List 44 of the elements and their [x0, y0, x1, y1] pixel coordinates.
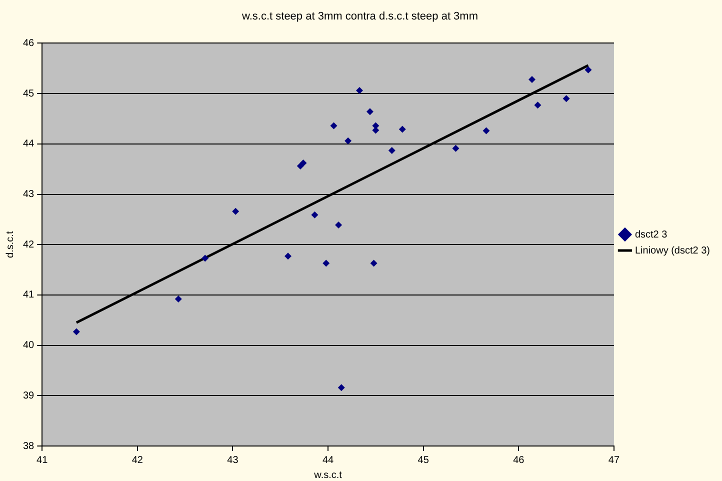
point	[322, 260, 330, 267]
point	[174, 295, 182, 302]
point	[356, 87, 363, 94]
y-tick-label: 39	[23, 390, 35, 402]
point	[300, 160, 307, 167]
point	[398, 126, 406, 133]
point	[330, 122, 338, 130]
point	[534, 102, 542, 109]
y-tick-label: 43	[23, 189, 35, 200]
point	[452, 144, 460, 152]
point	[202, 254, 209, 262]
chart-title: w.s.c.t steep at 3mm contra d.s.c.t steep at 3mm	[241, 10, 478, 23]
legend-label: dsct2 3	[634, 229, 668, 240]
y-tick-label: 46	[23, 38, 35, 49]
point	[232, 208, 240, 215]
x-tick-label: 42	[132, 454, 144, 466]
point	[388, 146, 396, 154]
x-tick-label: 41	[36, 454, 48, 466]
point	[284, 252, 292, 260]
point	[528, 76, 536, 83]
y-tick-label: 42	[23, 239, 35, 250]
point	[311, 211, 318, 218]
point	[584, 66, 592, 74]
point	[370, 260, 378, 267]
y-axis-title: d.s.c.t	[4, 231, 16, 258]
x-tick-label: 47	[608, 454, 620, 466]
x-tick-label: 44	[322, 454, 334, 466]
x-axis-title: w.s.c.t	[313, 470, 342, 481]
legend-label: Liniowy (dsct2 3)	[634, 245, 710, 256]
x-tick-label: 43	[227, 454, 239, 466]
point	[338, 384, 345, 392]
y-tick-label: 45	[23, 88, 35, 100]
y-tick-label: 38	[23, 440, 35, 452]
point	[562, 95, 570, 102]
x-tick-label: 46	[513, 454, 525, 466]
point	[344, 137, 352, 144]
y-tick-label: 44	[23, 138, 35, 150]
point	[335, 221, 342, 228]
y-tick-label: 40	[23, 340, 35, 352]
y-tick-label: 41	[23, 290, 35, 301]
point	[482, 127, 490, 134]
point	[72, 328, 80, 336]
point	[366, 108, 374, 116]
x-tick-label: 45	[418, 454, 430, 466]
